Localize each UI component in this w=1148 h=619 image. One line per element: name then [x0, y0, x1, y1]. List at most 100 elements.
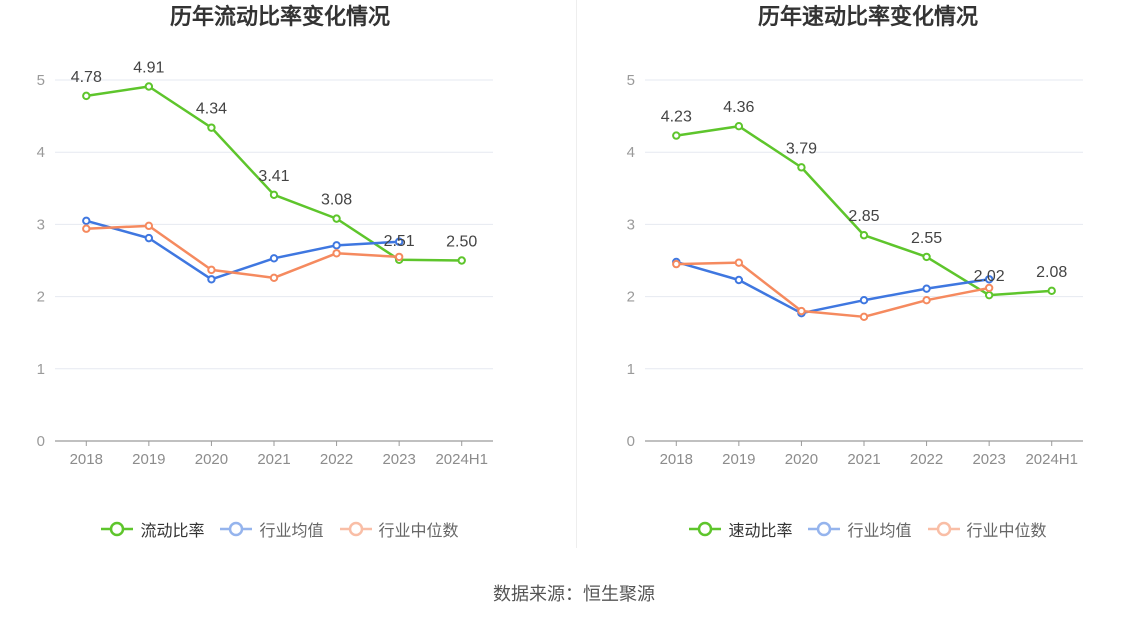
x-tick-label: 2018	[70, 451, 103, 468]
x-tick-label: 2018	[660, 451, 693, 468]
series-line	[85, 219, 401, 281]
y-tick-label: 5	[627, 72, 635, 89]
data-point	[734, 275, 744, 285]
x-tick-label: 2024H1	[435, 451, 488, 468]
panel-divider	[576, 0, 577, 548]
data-point	[797, 306, 806, 316]
series-line	[675, 261, 991, 319]
data-point	[269, 254, 279, 263]
data-point	[269, 190, 279, 199]
data-point	[672, 131, 681, 140]
data-point	[859, 296, 869, 305]
y-tick-label: 4	[627, 144, 635, 161]
data-point	[922, 296, 931, 305]
quick-ratio-chart: 0 1 2 3 4 5 2018 2019 2020 2021 2022 2023 2024H1 4.23…	[627, 72, 1083, 468]
data-label: 2.55	[911, 230, 942, 247]
data-label: 3.79	[786, 140, 817, 157]
legend-line-marker-icon	[339, 521, 372, 537]
legend-item-series-2[interactable]: 行业均值	[808, 517, 912, 541]
data-point	[922, 252, 931, 262]
data-point	[672, 259, 681, 269]
data-label: 2.02	[974, 268, 1005, 285]
x-tick-label: 2023	[972, 451, 1005, 468]
legend-label: 速动比率	[728, 521, 793, 540]
data-point	[332, 214, 341, 223]
data-point	[332, 241, 341, 250]
x-tick-label: 2021	[257, 451, 290, 468]
data-point	[457, 256, 466, 265]
data-point	[1047, 286, 1056, 296]
x-tick-label: 2022	[320, 451, 353, 468]
x-tick-label: 2022	[910, 451, 943, 468]
data-point	[144, 233, 154, 243]
data-point	[734, 122, 744, 131]
data-label: 4.91	[133, 59, 164, 76]
x-tick-label: 2023	[382, 451, 415, 468]
data-label: 2.51	[384, 233, 415, 250]
data-point	[144, 221, 154, 231]
series-line	[675, 260, 991, 315]
y-tick-label: 2	[37, 289, 45, 306]
y-tick-label: 1	[627, 361, 635, 378]
legend-item-series-1[interactable]: 速动比率	[689, 517, 792, 541]
data-source-note: 数据来源：恒生聚源	[493, 584, 655, 605]
data-label: 2.85	[848, 208, 879, 225]
x-tick-label: 2019	[132, 451, 165, 468]
legend-label: 行业均值	[847, 521, 912, 540]
chart-title: 历年速动比率变化情况	[757, 5, 978, 30]
legend-line-marker-icon	[220, 521, 253, 537]
data-point	[144, 82, 154, 91]
x-tick-label: 2019	[722, 451, 755, 468]
legend-line-marker-icon	[101, 521, 134, 537]
data-label: 3.08	[321, 192, 352, 209]
data-point	[82, 224, 91, 233]
y-tick-label: 2	[627, 289, 635, 306]
y-tick-label: 4	[37, 144, 45, 161]
x-tick-label: 2021	[847, 451, 880, 468]
legend-line-marker-icon	[808, 521, 841, 537]
chart-legend: 流动比率 行业均值 行业中位数	[0, 518, 560, 540]
data-point	[394, 237, 404, 246]
y-tick-label: 3	[627, 216, 635, 233]
legend-label: 行业均值	[259, 521, 324, 540]
data-label: 2.08	[1036, 264, 1067, 281]
data-label: 2.50	[446, 234, 477, 251]
legend-line-marker-icon	[689, 521, 722, 537]
legend-item-series-1[interactable]: 流动比率	[101, 517, 204, 541]
y-tick-label: 1	[37, 361, 45, 378]
legend-item-series-3[interactable]: 行业中位数	[339, 517, 459, 541]
data-point	[859, 312, 869, 322]
chart-title: 历年流动比率变化情况	[169, 5, 390, 30]
data-point	[922, 284, 931, 293]
y-tick-label: 0	[37, 433, 45, 450]
legend-label: 行业中位数	[378, 521, 459, 540]
data-point	[332, 249, 341, 258]
data-point	[82, 91, 91, 101]
legend-label: 流动比率	[140, 521, 205, 540]
x-tick-label: 2020	[195, 451, 228, 468]
data-point	[984, 275, 994, 284]
legend-item-series-2[interactable]: 行业均值	[220, 517, 324, 541]
data-point	[734, 258, 744, 267]
legend-line-marker-icon	[927, 521, 960, 537]
data-point	[394, 252, 404, 262]
data-point	[269, 273, 279, 283]
chart-legend: 速动比率 行业均值 行业中位数	[590, 518, 1146, 540]
data-point	[207, 265, 216, 275]
data-label: 4.34	[196, 101, 227, 118]
data-point	[207, 123, 216, 132]
data-label: 3.41	[258, 168, 289, 185]
legend-item-series-3[interactable]: 行业中位数	[927, 517, 1047, 541]
data-label: 4.78	[71, 69, 102, 86]
current-ratio-chart: 0 1 2 3 4 5 2018 2019 2020 2021 2022 2023 2024H1 4.78…	[37, 59, 493, 468]
data-point	[82, 216, 91, 225]
data-point	[797, 163, 806, 172]
data-point	[859, 231, 869, 240]
x-tick-label: 2024H1	[1025, 451, 1078, 468]
y-tick-label: 3	[37, 216, 45, 233]
data-point	[207, 275, 216, 284]
data-label: 4.36	[723, 99, 754, 116]
series-line	[85, 224, 401, 280]
data-point	[984, 290, 994, 300]
y-tick-label: 5	[37, 72, 45, 89]
